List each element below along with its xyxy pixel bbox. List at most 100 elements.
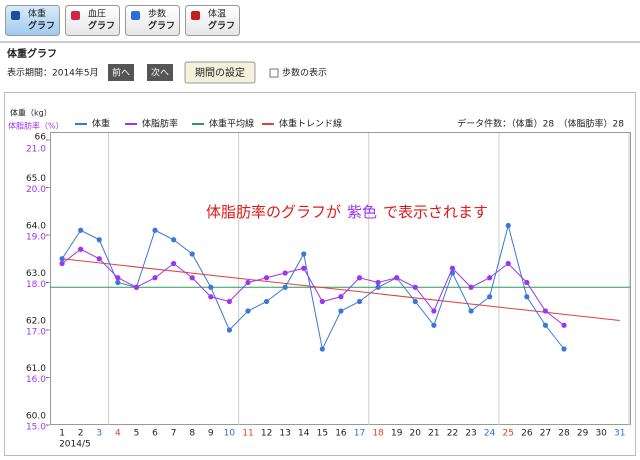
y-tick-label: 65.0 [26, 174, 46, 184]
series-line [61, 223, 565, 351]
x-tick-label: 6 [152, 429, 158, 439]
point [152, 275, 158, 281]
x-tick-label: 3 [96, 429, 102, 439]
point [468, 284, 474, 290]
y-tick-label: 64.0 [26, 222, 46, 232]
y-tick-label: 62.0 [26, 317, 46, 327]
y2-tick-label: 19.0 [26, 233, 46, 243]
x-tick-label: 27 [540, 429, 551, 439]
point [375, 284, 381, 290]
point [282, 284, 288, 290]
next-button-label[interactable]: 次へ [151, 67, 169, 79]
point [431, 308, 437, 314]
tab-label[interactable]: グラフ [208, 20, 235, 32]
x-tick-label: 10 [224, 429, 236, 439]
x-tick-label: 2 [78, 429, 84, 439]
y-tick-label: 63.0 [26, 269, 46, 279]
y-tick-label: 60.0 [26, 412, 46, 422]
y2-tick-label: 17.0 [26, 328, 46, 338]
x-sublabel: 2014/5 [59, 440, 91, 450]
point [412, 284, 418, 290]
checkbox-label[interactable]: 歩数の表示 [282, 67, 327, 79]
checkbox[interactable] [269, 68, 279, 78]
point [319, 346, 325, 352]
chart-panel [4, 92, 636, 456]
point [449, 265, 456, 271]
prev-button-label[interactable]: 前へ [112, 67, 130, 79]
y-tick-label: 66 [35, 133, 47, 143]
point [189, 275, 195, 281]
point [468, 308, 474, 314]
y2-tick-label: 20.0 [26, 185, 46, 195]
x-tick-label: 11 [242, 429, 253, 439]
period-button-label[interactable]: 期間の設定 [195, 66, 245, 79]
y-axis-title: 体重（kg） [10, 108, 52, 118]
point [59, 260, 65, 267]
point [375, 279, 381, 286]
point [208, 284, 214, 290]
x-tick-label: 18 [372, 429, 384, 439]
y-tick-label: 61.0 [26, 364, 46, 374]
tab-icon[interactable] [11, 11, 20, 20]
tab-label[interactable]: グラフ [28, 20, 55, 32]
tab-label[interactable]: 体重 [28, 8, 46, 20]
tab-icon[interactable] [191, 11, 200, 20]
point [96, 237, 102, 243]
point [319, 298, 325, 305]
tab-label[interactable]: 血圧 [88, 8, 106, 20]
y2-tick-label: 21.0 [26, 145, 46, 155]
tab-icon[interactable] [71, 11, 80, 20]
x-tick-label: 14 [298, 429, 310, 439]
tab-label[interactable]: グラフ [148, 20, 175, 32]
point [487, 275, 493, 281]
annotation-part: 紫色 [347, 203, 377, 221]
point [282, 270, 288, 276]
annotation-part: で表示されます [383, 203, 488, 221]
prev-button[interactable] [108, 64, 134, 81]
x-tick-label: 30 [595, 429, 607, 439]
y2-tick-label: 18.0 [26, 280, 46, 290]
tab-label[interactable]: 体温 [208, 8, 226, 20]
point [412, 298, 418, 305]
chart: 体重（kg）体脂肪率（%） データ件数：（体重）28 （体脂肪率）2860.061… [8, 108, 631, 450]
point [561, 322, 567, 328]
point [189, 251, 195, 257]
y2-tick-label: 15.0 [26, 423, 46, 433]
legend-label: 体重平均線 [209, 118, 254, 130]
point [78, 227, 84, 233]
legend-label: 体脂肪率 [142, 118, 178, 130]
x-tick-label: 22 [447, 429, 458, 439]
point [245, 279, 251, 286]
x-tick-label: 21 [428, 429, 439, 439]
record-count: データ件数：（体重）28 （体脂肪率）28 [457, 118, 624, 130]
x-tick-label: 12 [261, 429, 272, 439]
point [208, 294, 214, 300]
tab-label[interactable]: 歩数 [148, 8, 166, 20]
x-tick-label: 1 [59, 429, 65, 439]
x-tick-label: 7 [171, 429, 177, 439]
x-tick-label: 28 [558, 429, 570, 439]
tab-label[interactable]: グラフ [88, 20, 115, 32]
x-tick-label: 9 [208, 429, 214, 439]
point [78, 246, 84, 252]
point [542, 322, 549, 328]
point [505, 260, 511, 267]
plot-area [50, 132, 631, 425]
page-title: 体重グラフ [7, 47, 57, 60]
x-tick-label: 17 [354, 429, 365, 439]
x-tick-label: 8 [189, 429, 195, 439]
next-button[interactable] [147, 64, 173, 81]
point [524, 294, 530, 300]
point [245, 308, 251, 314]
x-tick-label: 24 [484, 429, 496, 439]
x-tick-label: 13 [279, 429, 290, 439]
y2-axis-title: 体脂肪率（%） [8, 121, 64, 131]
tab-icon[interactable] [131, 11, 140, 20]
x-tick-label: 25 [503, 429, 514, 439]
legend-label: 体重トレンド線 [279, 118, 342, 130]
point [171, 237, 177, 243]
period-button[interactable] [184, 61, 256, 84]
